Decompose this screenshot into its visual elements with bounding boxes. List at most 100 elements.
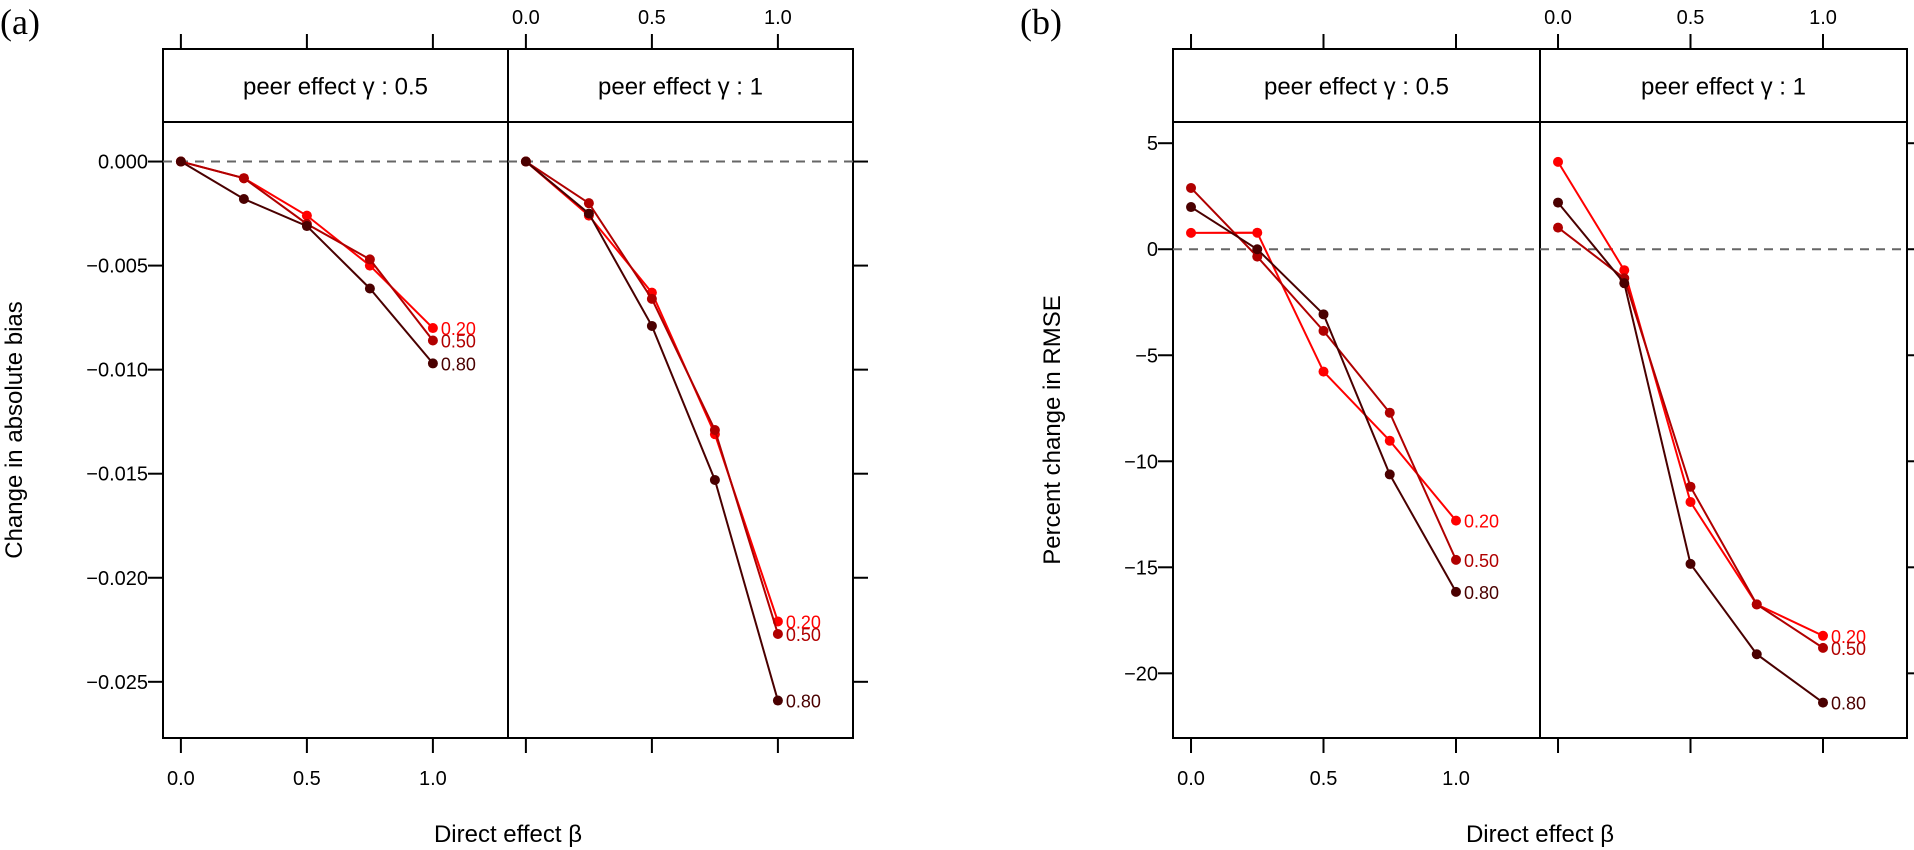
x-tick-label: 1.0 [419, 768, 447, 790]
data-point [427, 323, 438, 334]
series-end-label: 0.20 [1831, 627, 1866, 647]
data-point [1818, 630, 1829, 641]
x-tick-label-top: 0.0 [512, 7, 540, 29]
x-tick-label-top: 0.0 [1544, 7, 1572, 29]
y-tick-label: −0.010 [86, 360, 148, 382]
x-tick-label-top: 1.0 [764, 7, 792, 29]
facet-strip-label: peer effect γ : 0.5 [1264, 74, 1449, 101]
data-point [1252, 227, 1263, 238]
series-0.50: 0.50 [520, 156, 821, 645]
series-0.50: 0.50 [1553, 222, 1866, 659]
data-point [583, 208, 594, 219]
x-tick-label: 0.5 [293, 768, 321, 790]
series-0.20: 0.20 [175, 156, 476, 339]
data-point [1685, 558, 1696, 569]
facet-strip-label: peer effect γ : 0.5 [243, 74, 428, 101]
data-point [1384, 469, 1395, 480]
panel-label: (b) [1020, 2, 1062, 42]
data-point [238, 194, 249, 204]
series-end-label: 0.80 [1464, 583, 1499, 603]
series-0.50: 0.50 [1186, 182, 1499, 571]
series-0.20: 0.20 [520, 156, 821, 632]
facet-panel: peer effect γ : 0.5 0.0 0.5 1.0 0.000 −0.005 −… [86, 34, 509, 790]
data-point [238, 173, 249, 184]
data-point [364, 283, 375, 294]
series-line [180, 160, 434, 329]
series-line [1557, 226, 1824, 649]
series-line [525, 160, 779, 635]
series-end-label: 0.50 [441, 332, 476, 352]
y-tick-label: 5 [1147, 133, 1158, 155]
series-end-label: 0.80 [786, 692, 821, 712]
y-tick-label: −0.025 [86, 672, 148, 694]
y-axis-label: Percent change in RMSE [1039, 295, 1066, 564]
series-end-label: 0.20 [1464, 512, 1499, 532]
x-tick-label: 0.0 [167, 768, 195, 790]
data-point [772, 628, 783, 639]
data-point [1186, 227, 1197, 238]
y-tick-label: −0.020 [86, 568, 148, 590]
series-0.20: 0.20 [1186, 227, 1499, 532]
data-point [1451, 586, 1462, 597]
x-tick-label: 0.0 [1177, 768, 1205, 790]
data-point [646, 320, 657, 331]
data-point [1252, 251, 1263, 262]
series-line [525, 160, 779, 622]
series-end-label: 0.20 [441, 319, 476, 339]
series-0.80: 0.80 [520, 156, 821, 712]
data-point [1685, 481, 1696, 492]
series-line [525, 160, 779, 701]
facet-panel: peer effect γ : 1 0.0 0.5 1.0 0.200.50 0.80 [1539, 7, 1914, 753]
data-point [1553, 222, 1564, 233]
series-line [1190, 206, 1457, 593]
series-end-label: 0.80 [1831, 694, 1866, 714]
data-point [1318, 309, 1329, 320]
y-tick-label: −0.005 [86, 256, 148, 278]
data-point [1553, 156, 1564, 167]
facet-strip-label: peer effect γ : 1 [1641, 74, 1806, 101]
y-tick-label: 0 [1147, 239, 1158, 261]
series-0.80: 0.80 [1186, 202, 1499, 603]
series-0.20: 0.20 [1553, 156, 1866, 647]
data-point [1818, 642, 1829, 653]
data-point [1751, 649, 1762, 660]
data-point [1384, 407, 1395, 418]
x-tick-label-top: 1.0 [1809, 7, 1837, 29]
data-point [1384, 435, 1395, 446]
facet-panel: peer effect γ : 0.5 0.0 0.5 1.0 5 0 −5 −10 −15 −2… [1124, 34, 1541, 790]
data-point [427, 358, 438, 369]
x-tick-label: 0.5 [1310, 768, 1338, 790]
series-0.80: 0.80 [1553, 197, 1866, 714]
y-tick-label: −5 [1135, 345, 1158, 367]
series-line [180, 160, 434, 365]
series-0.80: 0.80 [175, 156, 476, 374]
data-point [520, 156, 531, 167]
data-point [583, 198, 594, 209]
y-tick-label: −15 [1124, 557, 1158, 579]
x-tick-label-top: 0.5 [638, 7, 666, 29]
x-axis-label: Direct effect β [434, 821, 582, 848]
facet-panel: peer effect γ : 1 0.0 0.5 1.0 0.200.50 0.80 [507, 7, 868, 753]
y-tick-label: −10 [1124, 451, 1158, 473]
x-axis-label: Direct effect β [1466, 821, 1614, 848]
x-tick-label-top: 0.5 [1677, 7, 1705, 29]
series-end-label: 0.50 [1831, 639, 1866, 659]
data-point [175, 156, 186, 167]
series-end-label: 0.50 [1464, 551, 1499, 571]
data-point [1685, 496, 1696, 507]
series-end-label: 0.20 [786, 612, 821, 632]
plot-frame [162, 121, 509, 739]
data-point [1451, 554, 1462, 565]
data-point [1751, 599, 1762, 610]
y-tick-label: −20 [1124, 663, 1158, 685]
plot-frame [1539, 121, 1908, 739]
data-point [1186, 182, 1197, 193]
series-line [1557, 201, 1824, 704]
y-tick-label: 0.000 [98, 152, 148, 174]
facet-strip-label: peer effect γ : 1 [598, 74, 763, 101]
data-point [364, 254, 375, 265]
data-point [1553, 197, 1564, 208]
data-point [1252, 244, 1263, 255]
data-point [301, 221, 312, 232]
